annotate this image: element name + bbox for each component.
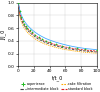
Y-axis label: J/J_0: J/J_0 — [1, 29, 6, 40]
X-axis label: t/t_0: t/t_0 — [52, 75, 63, 80]
Legend: experience, intermediate block, complete block, cake filtration, standard block: experience, intermediate block, complete… — [20, 82, 92, 92]
